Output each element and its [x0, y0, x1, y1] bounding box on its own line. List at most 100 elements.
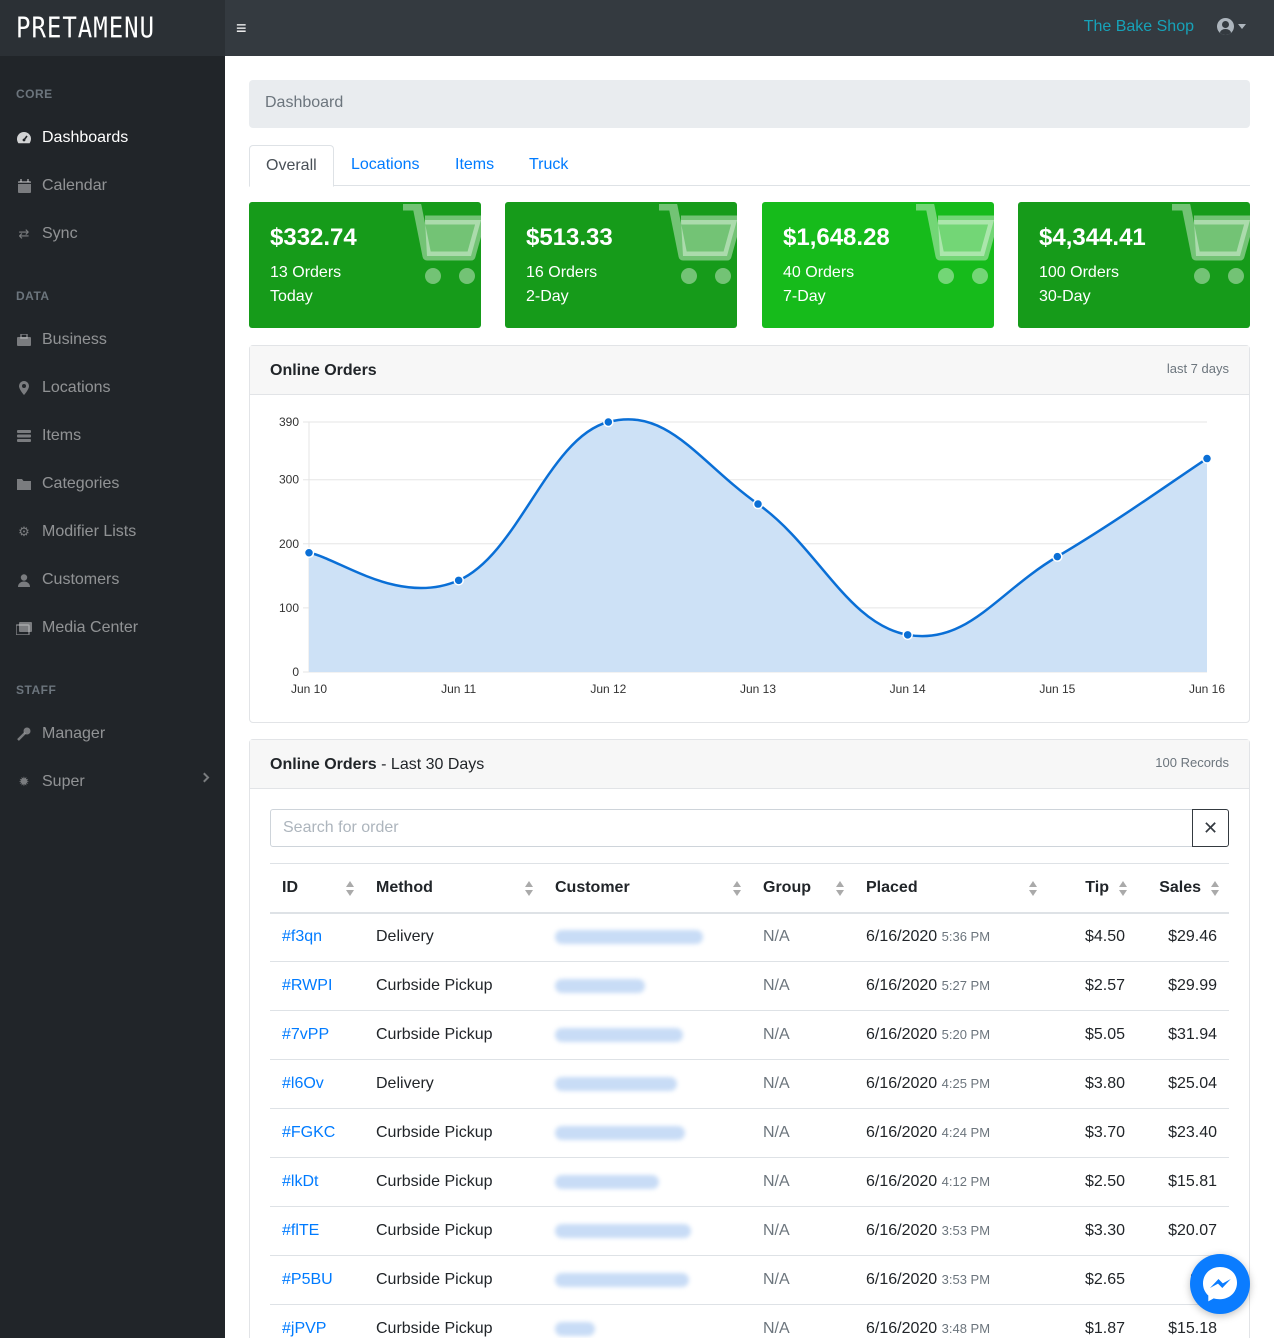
user-menu[interactable]: [1217, 18, 1246, 35]
tip-cell: $1.87: [1047, 1304, 1137, 1338]
data-point[interactable]: [303, 547, 315, 559]
customer-name-redacted[interactable]: [555, 1027, 683, 1042]
sidebar-item-super[interactable]: ✹ Super: [16, 770, 216, 794]
table-row[interactable]: #lkDt Curbside Pickup N/A 6/16/2020 4:12 PM…: [270, 1157, 1229, 1207]
order-id-link[interactable]: #l6Ov: [282, 1075, 324, 1092]
table-row[interactable]: #flTE Curbside Pickup N/A 6/16/2020 3:53 PM…: [270, 1206, 1229, 1256]
order-id-cell[interactable]: #7vPP: [270, 1010, 364, 1060]
customer-name-redacted[interactable]: [555, 1174, 659, 1189]
customer-cell[interactable]: [543, 1206, 751, 1256]
sidebar-item-dashboards[interactable]: Dashboards: [16, 126, 216, 150]
column-header-sales[interactable]: Sales: [1137, 863, 1229, 914]
sidebar-item-sync[interactable]: ⇄ Sync: [16, 222, 216, 246]
order-id-cell[interactable]: #f3qn: [270, 912, 364, 962]
sidebar-item-calendar[interactable]: Calendar: [16, 174, 216, 198]
column-header-placed[interactable]: Placed: [854, 863, 1047, 914]
order-id-link[interactable]: #P5BU: [282, 1271, 333, 1288]
messenger-chat-button[interactable]: [1190, 1254, 1250, 1314]
column-header-group[interactable]: Group: [751, 863, 854, 914]
search-input[interactable]: [270, 809, 1193, 847]
customer-cell[interactable]: [543, 1255, 751, 1305]
shop-name-link[interactable]: The Bake Shop: [1083, 18, 1194, 35]
sidebar-item-media-center[interactable]: Media Center: [16, 616, 216, 640]
column-header-tip[interactable]: Tip: [1047, 863, 1137, 914]
sort-icon: [1029, 881, 1037, 897]
sidebar-item-customers[interactable]: Customers: [16, 568, 216, 592]
customer-name-redacted[interactable]: [555, 1322, 595, 1337]
tab-overall[interactable]: Overall: [249, 145, 334, 187]
sidebar-item-modifier-lists[interactable]: ⚙ Modifier Lists: [16, 520, 216, 544]
order-id-cell[interactable]: #l6Ov: [270, 1059, 364, 1109]
order-id-link[interactable]: #f3qn: [282, 928, 323, 946]
customer-name-redacted[interactable]: [555, 1125, 685, 1140]
customer-cell[interactable]: [543, 1010, 751, 1060]
column-header-method[interactable]: Method: [364, 863, 543, 914]
sidebar-item-categories[interactable]: Categories: [16, 472, 216, 496]
customer-cell[interactable]: [543, 1304, 751, 1338]
order-id-cell[interactable]: #lkDt: [270, 1157, 364, 1207]
order-id-cell[interactable]: #P5BU: [270, 1255, 364, 1305]
placed-time: 4:24 PM: [941, 1125, 991, 1140]
customer-cell[interactable]: [543, 961, 751, 1011]
data-point[interactable]: [453, 575, 464, 586]
customer-cell[interactable]: [543, 1157, 751, 1207]
data-point[interactable]: [603, 416, 614, 428]
clear-search-button[interactable]: ✕: [1192, 809, 1229, 847]
hamburger-icon[interactable]: ≡: [236, 18, 247, 38]
data-point[interactable]: [902, 629, 913, 641]
customer-name-redacted[interactable]: [555, 978, 645, 993]
breadcrumb-item: Dashboard: [265, 94, 344, 111]
table-row[interactable]: #RWPI Curbside Pickup N/A 6/16/2020 5:27 PM…: [270, 961, 1229, 1011]
order-id-cell[interactable]: #FGKC: [270, 1108, 364, 1158]
data-point[interactable]: [1052, 551, 1063, 562]
tab-locations[interactable]: Locations: [351, 156, 420, 173]
user-icon: [16, 573, 32, 587]
placed-date: 6/16/2020: [866, 1222, 938, 1239]
order-id-cell[interactable]: #RWPI: [270, 961, 364, 1011]
building-icon: [16, 333, 32, 347]
table-row[interactable]: #7vPP Curbside Pickup N/A 6/16/2020 5:20 PM…: [270, 1010, 1229, 1060]
tab-items[interactable]: Items: [455, 156, 495, 173]
customer-name-redacted[interactable]: [555, 1076, 677, 1091]
sidebar-heading-core: CORE: [16, 87, 53, 101]
order-id-cell[interactable]: #flTE: [270, 1206, 364, 1256]
sidebar-item-manager[interactable]: Manager: [16, 722, 216, 746]
placed-date: 6/16/2020: [866, 1320, 938, 1338]
brand-logo[interactable]: PRETAMENU: [0, 0, 225, 56]
sidebar: CORE Dashboards Calendar ⇄ Sync DATA Busi…: [0, 56, 225, 1338]
order-id-cell[interactable]: #jPVP: [270, 1304, 364, 1338]
sync-icon: ⇄: [18, 226, 30, 241]
stat-card-2-day: $513.33 16 Orders 2-Day: [505, 202, 737, 328]
customer-cell[interactable]: [543, 1059, 751, 1109]
table-row[interactable]: #P5BU Curbside Pickup N/A 6/16/2020 3:53 PM…: [270, 1255, 1229, 1305]
table-row[interactable]: #f3qn Delivery N/A 6/16/2020 5:36 PM $4.50 $2…: [270, 912, 1229, 962]
tab-truck[interactable]: Truck: [529, 156, 569, 173]
column-header-customer[interactable]: Customer: [543, 863, 751, 914]
sidebar-item-business[interactable]: Business: [16, 328, 216, 352]
order-id-link[interactable]: #7vPP: [282, 1026, 330, 1043]
placed-date: 6/16/2020: [866, 1075, 938, 1092]
table-row[interactable]: #jPVP Curbside Pickup N/A 6/16/2020 3:48 PM…: [270, 1304, 1229, 1338]
data-point[interactable]: [1201, 453, 1213, 464]
sidebar-item-locations[interactable]: Locations: [16, 376, 216, 400]
sidebar-item-label: Business: [42, 331, 107, 348]
customer-name-redacted[interactable]: [555, 1223, 691, 1238]
customer-name-redacted[interactable]: [555, 1272, 689, 1287]
column-header-id[interactable]: ID: [270, 863, 364, 914]
sidebar-item-items[interactable]: Items: [16, 424, 216, 448]
shopping-cart-icon: [1172, 204, 1250, 284]
order-id-link[interactable]: #RWPI: [282, 977, 333, 994]
table-row[interactable]: #FGKC Curbside Pickup N/A 6/16/2020 4:24 PM…: [270, 1108, 1229, 1158]
customer-cell[interactable]: [543, 1108, 751, 1158]
customer-name-redacted[interactable]: [555, 930, 703, 945]
card-header: Online Orders last 7 days: [250, 346, 1249, 395]
order-id-link[interactable]: #FGKC: [282, 1124, 336, 1141]
table-row[interactable]: #l6Ov Delivery N/A 6/16/2020 4:25 PM $3.80 $2…: [270, 1059, 1229, 1109]
order-id-link[interactable]: #jPVP: [282, 1320, 327, 1338]
caret-down-icon: [1238, 24, 1246, 29]
order-id-link[interactable]: #flTE: [282, 1222, 320, 1239]
customer-cell[interactable]: [543, 912, 751, 962]
sidebar-item-label: Locations: [42, 379, 111, 396]
data-point[interactable]: [752, 498, 764, 510]
order-id-link[interactable]: #lkDt: [282, 1173, 319, 1190]
